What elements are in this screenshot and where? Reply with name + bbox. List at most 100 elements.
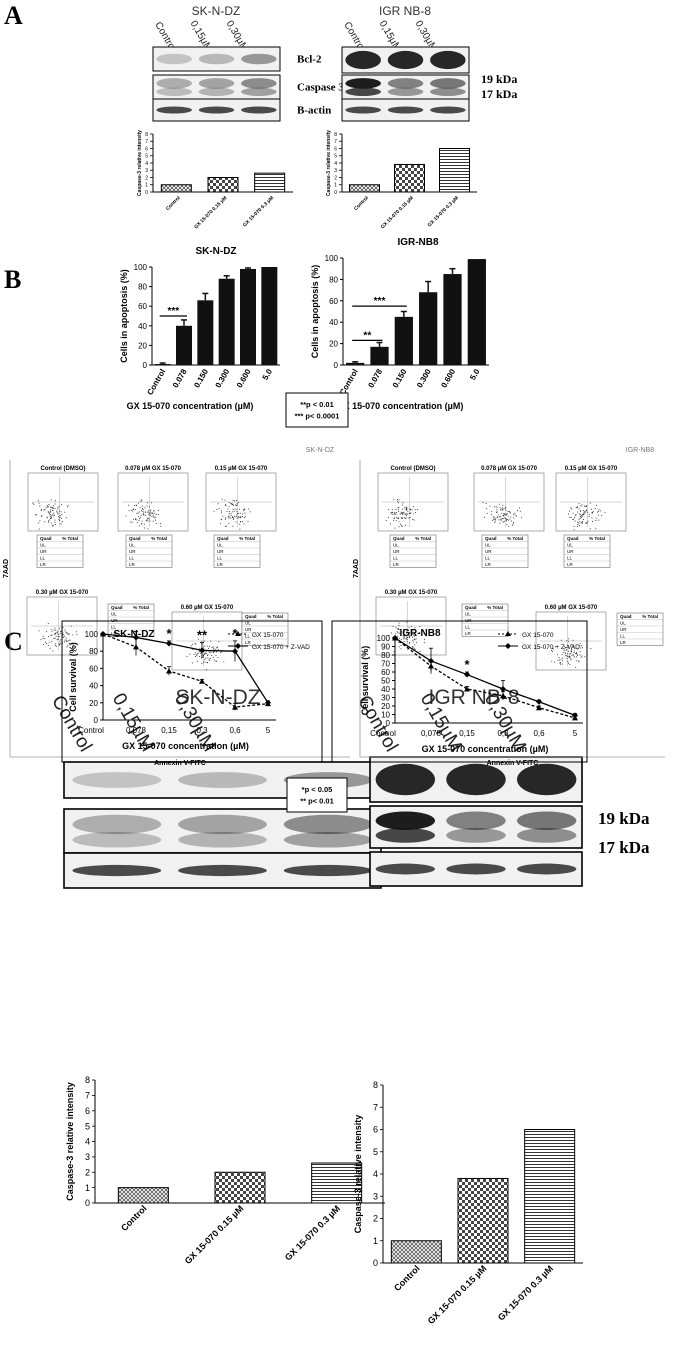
flow-event — [580, 514, 581, 516]
flow-event — [410, 632, 412, 633]
flow-event — [65, 517, 67, 519]
flow-event — [233, 517, 235, 519]
flow-event — [71, 643, 73, 645]
y-tick-label: 3 — [334, 168, 337, 174]
flow-event — [559, 662, 561, 664]
flow-event — [584, 511, 586, 513]
series-marker — [166, 640, 172, 647]
flow-event — [570, 651, 572, 653]
flow-event — [565, 655, 567, 657]
flow-event — [211, 655, 213, 656]
flow-event — [505, 520, 507, 522]
flow-event — [397, 517, 399, 519]
flow-event — [147, 520, 149, 522]
flow-event — [54, 633, 55, 635]
flow-event — [244, 516, 246, 518]
blot-band — [241, 53, 277, 65]
flow-event — [232, 525, 234, 527]
flow-event — [485, 502, 487, 504]
significance-line: **p < 0.01 — [300, 400, 334, 409]
flow-event — [143, 527, 145, 529]
flow-event — [575, 660, 577, 662]
blot-kda-19: 19 kDa — [598, 809, 650, 828]
flow-event — [135, 519, 137, 521]
flow-event — [506, 523, 508, 525]
flow-event — [60, 643, 62, 645]
legend-marker — [235, 643, 241, 649]
quadrant-name: LR — [620, 640, 627, 645]
flow-event — [570, 507, 572, 509]
blot-band — [178, 864, 267, 877]
flow-event — [394, 513, 396, 515]
y-tick-label: 0 — [145, 190, 148, 196]
flow-event — [50, 506, 51, 508]
panel-label-a: A — [4, 1, 23, 30]
flow-event — [581, 515, 583, 517]
blot-band — [516, 811, 577, 830]
flow-event — [419, 650, 421, 652]
x-tick-label: 0.078 — [171, 367, 189, 389]
flow-event — [500, 518, 502, 520]
flow-event — [133, 505, 135, 506]
flow-event — [55, 645, 57, 647]
quadrant-name: LR — [567, 562, 574, 567]
flow-event — [486, 513, 488, 514]
blot-band — [198, 87, 235, 97]
flow-event — [580, 517, 582, 519]
flow-event — [68, 642, 70, 644]
flow-event — [197, 638, 199, 640]
blot-band — [283, 814, 373, 835]
quadrant-table-header: % Total — [589, 536, 605, 541]
y-tick-label: 50 — [381, 677, 390, 686]
flow-event — [406, 639, 408, 641]
x-tick-label: GX 15-070 0.15 µM — [426, 1263, 489, 1326]
flow-event — [509, 518, 511, 520]
flow-event — [67, 645, 69, 647]
flow-event — [215, 649, 217, 651]
flow-event — [503, 515, 505, 517]
series-line-0 — [394, 637, 576, 719]
flow-event — [583, 514, 585, 516]
flow-event — [234, 515, 235, 517]
flow-event — [235, 521, 237, 523]
flow-event — [410, 512, 412, 514]
flow-event — [55, 629, 57, 631]
blot-band — [72, 832, 162, 848]
blot-kda-19: 19 kDa — [481, 72, 517, 86]
quadrant-table-header: Quad — [393, 536, 405, 541]
blot-band — [430, 78, 466, 89]
flow-event — [242, 521, 243, 523]
flow-event — [66, 632, 68, 634]
flow-event — [63, 641, 65, 643]
flow-event — [398, 521, 400, 523]
flow-event — [141, 510, 143, 512]
flow-event — [414, 635, 415, 637]
flow-event — [576, 654, 578, 656]
quadrant-name: UR — [129, 549, 136, 554]
quadrant-table-header: % Total — [62, 536, 78, 541]
x-tick-label: 0.600 — [439, 367, 457, 389]
flow-event — [47, 512, 49, 514]
flow-event — [61, 514, 63, 515]
y-axis-label: Cells in apoptosis (%) — [119, 269, 129, 363]
quadrant-name: UL — [111, 612, 117, 617]
flow-event — [58, 636, 60, 637]
x-tick-label: 0,078 — [421, 729, 442, 738]
flow-event — [46, 504, 48, 506]
flow-event — [571, 649, 572, 650]
flow-event — [416, 642, 418, 644]
flow-event — [571, 643, 573, 645]
flow-event — [51, 514, 53, 516]
flow-event — [508, 511, 510, 512]
quadrant-name: LL — [129, 556, 135, 561]
quadrant-table — [563, 534, 611, 568]
flow-event — [390, 511, 392, 513]
flow-event — [562, 657, 564, 659]
flow-event — [236, 508, 238, 510]
flow-event — [59, 505, 60, 507]
flow-event — [572, 519, 574, 521]
flow-event — [387, 516, 389, 518]
flow-event — [499, 507, 501, 509]
blot-band — [430, 50, 466, 70]
bar-2 — [439, 148, 470, 193]
